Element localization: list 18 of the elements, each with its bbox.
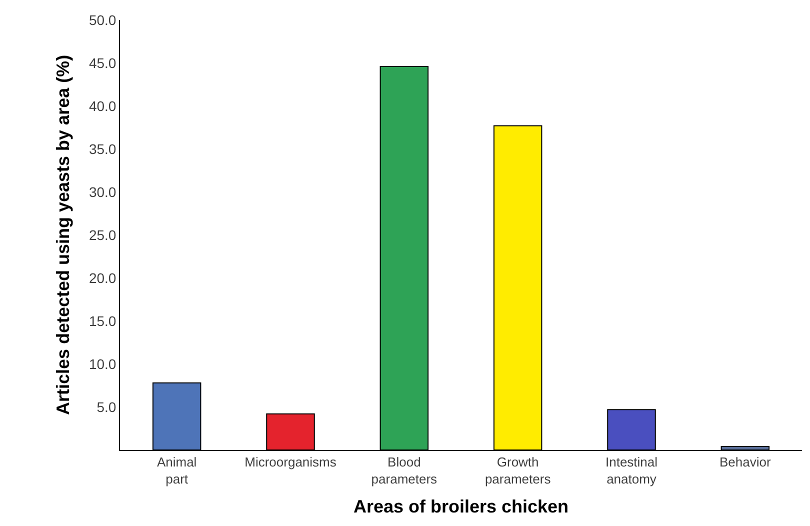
y-tick-label: 50.0 [88, 12, 116, 28]
y-tick-label: 40.0 [88, 98, 116, 114]
x-tick-label: Microorganisms [244, 454, 337, 470]
x-tick-label: Growth parameters [484, 454, 552, 486]
x-tick-label: Blood parameters [371, 454, 438, 486]
x-tick-label: Animal part [156, 454, 197, 486]
y-tick-label: 35.0 [88, 140, 116, 157]
y-tick-label: 15.0 [88, 312, 116, 329]
y-tick-label: 45.0 [88, 54, 116, 71]
y-tick-label: 20.0 [88, 270, 116, 286]
y-tick-label: 25.0 [88, 226, 116, 243]
y-tick-label: 30.0 [88, 184, 116, 200]
y-axis-title: Articles detected using yeasts by area (%) [53, 54, 74, 416]
x-tick-label: Intestinal anatomy [605, 454, 658, 486]
x-axis-title: Areas of broilers chicken [353, 496, 569, 517]
x-tick-label: Behavior [720, 454, 772, 470]
y-tick-label: 10.0 [88, 356, 116, 372]
y-tick-label: 5.0 [96, 398, 116, 415]
